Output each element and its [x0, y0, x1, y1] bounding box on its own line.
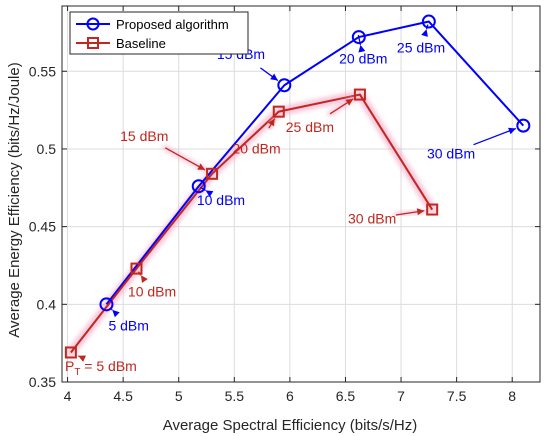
annotation-arrow: [110, 308, 113, 311]
baseline-point: [353, 88, 366, 101]
proposed-point: [421, 14, 436, 29]
annotation-arrowhead: [78, 355, 86, 362]
annotation-arrow: [473, 127, 517, 146]
legend-label: Baseline: [116, 36, 166, 51]
x-tick-label: 4: [64, 388, 72, 404]
legend-box: [69, 11, 249, 55]
y-tick-label: 0.45: [29, 219, 56, 235]
annotation-arrowhead: [508, 127, 516, 135]
annotation-arrowhead: [416, 208, 425, 216]
annotation-arrowhead: [421, 29, 428, 37]
annotation-label: 30 dBm: [427, 145, 475, 161]
x-tick-label: 7.5: [447, 388, 467, 404]
proposed-point: [99, 297, 114, 312]
annotation-label: 25 dBm: [397, 40, 445, 56]
y-tick-label: 0.35: [29, 374, 56, 390]
marker-layer: [64, 14, 531, 359]
y-tick-label: 0.55: [29, 63, 56, 79]
baseline-point: [272, 105, 285, 118]
annotation-label: 10 dBm: [128, 284, 176, 300]
plot-frame: [61, 5, 541, 383]
proposed-point: [277, 78, 292, 93]
annotation-label: 20 dBm: [232, 141, 280, 157]
annotation-arrowhead: [112, 309, 120, 318]
annotation-label: 15 dBm: [120, 128, 168, 144]
proposed-point: [351, 30, 366, 45]
annotation-arrowhead: [345, 98, 354, 106]
x-tick-label: 6: [286, 388, 294, 404]
x-tick-label: 6.5: [336, 388, 356, 404]
proposed-point: [516, 118, 531, 133]
series-line-baseline: [70, 93, 434, 354]
annotation-arrowhead: [197, 163, 206, 170]
legend-label: Proposed algorithm: [116, 17, 229, 32]
annotation-label: 10 dBm: [197, 192, 245, 208]
x-tick-label: 5.5: [225, 388, 245, 404]
legend-layer: Proposed algorithm Baseline: [69, 11, 249, 55]
annotation-arrowhead: [270, 73, 278, 81]
annotation-layer: 5 dBm 10 dBm 15 dBm 20 dBm 25 dBm 30 dBm PT = …: [65, 40, 475, 379]
x-tick-label: 5: [175, 388, 183, 404]
y-axis-label: Average Energy Efficiency (bits/Hz/Joule…: [6, 62, 23, 337]
x-tick-label: 8: [508, 388, 516, 404]
annotation-arrowhead: [358, 44, 366, 53]
legend-marker: [86, 17, 100, 31]
annotation-label: 5 dBm: [108, 318, 148, 334]
y-tick-label: 0.5: [37, 141, 57, 157]
axis-layer: 4 4.5 5 5.5 6 6.5 7 7.5 8 0.35 0.4 0.45 0.5 0.55: [29, 5, 541, 404]
annotation-arrow: [164, 147, 206, 171]
series-line-proposed: [105, 20, 525, 305]
annotation-arrowhead: [205, 190, 214, 198]
annotation-arrowhead: [140, 275, 148, 283]
baseline-point: [426, 203, 439, 216]
y-tick-label: 0.4: [37, 296, 57, 312]
line-layer: [66, 20, 525, 357]
baseline-point: [64, 346, 77, 359]
annotation-arrowhead: [268, 118, 275, 127]
annotation-label: 25 dBm: [286, 119, 334, 135]
annotation-label: 20 dBm: [339, 50, 387, 66]
x-tick-label: 7: [397, 388, 405, 404]
annotation-label: PT = 5 dBm: [65, 358, 137, 378]
baseline-point: [206, 167, 219, 180]
x-tick-label: 4.5: [113, 388, 133, 404]
proposed-point: [191, 179, 206, 194]
annotation-label: 30 dBm: [348, 211, 396, 227]
baseline-point: [130, 262, 143, 275]
legend-marker: [87, 37, 99, 49]
arrow-layer: [75, 24, 517, 362]
x-axis-label: Average Spectral Efficiency (bits/s/Hz): [163, 417, 418, 434]
